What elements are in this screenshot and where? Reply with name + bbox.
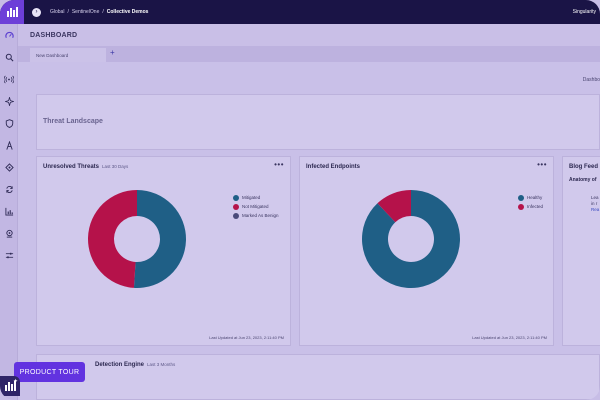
blog-feed-card: Blog Feed Anatomy of Lea in r Rea <box>562 156 600 346</box>
dashboard-tabs: New Dashboard + <box>18 46 600 62</box>
infected-endpoints-donut-chart <box>362 190 460 288</box>
unresolved-threats-menu-icon[interactable]: ••• <box>274 160 284 169</box>
logo-bars-icon <box>6 7 18 17</box>
page-title: DASHBOARD <box>30 32 78 39</box>
main-area: DASHBOARD New Dashboard + Dashbo Threat … <box>18 24 600 400</box>
scope-selector-icon[interactable]: › <box>32 7 41 17</box>
device-icon[interactable] <box>4 228 14 238</box>
infected-endpoints-menu-icon[interactable]: ••• <box>537 160 547 169</box>
detection-engine-card: Detection Engine Last 3 Months <box>36 354 600 400</box>
reports-chart-icon[interactable] <box>4 206 14 216</box>
assistant-logo-button[interactable] <box>0 376 20 396</box>
threat-landscape-title: Threat Landscape <box>43 118 103 125</box>
breadcrumb-global[interactable]: Global <box>50 9 65 15</box>
sentinelone-logo[interactable] <box>0 0 24 24</box>
legend-swatch <box>518 203 524 210</box>
account-menu[interactable]: Singularity <box>572 9 596 15</box>
infected-endpoints-updated: Last Updated at Jun 23, 2023, 2:11:40 PM <box>472 335 547 340</box>
donut-slice-healthy[interactable] <box>362 190 460 288</box>
breadcrumb-collective-demos[interactable]: Collective Demos <box>106 9 149 15</box>
detection-engine-title: Detection Engine Last 3 Months <box>95 362 176 368</box>
blog-feed-title: Blog Feed <box>569 164 599 170</box>
add-tab-button[interactable]: + <box>110 48 115 57</box>
donut-slice-infected[interactable] <box>377 190 411 223</box>
legend-swatch <box>233 194 239 201</box>
dashboard-gauge-icon[interactable] <box>4 30 14 40</box>
legend-item-mitigated[interactable]: Mitigated <box>233 193 279 202</box>
unresolved-threats-updated: Last Updated at Jun 23, 2023, 2:11:40 PM <box>209 335 284 340</box>
logo-bars-icon <box>4 381 16 391</box>
radar-signal-icon[interactable] <box>4 74 14 84</box>
legend-swatch <box>233 212 239 219</box>
settings-sliders-icon[interactable] <box>4 250 14 260</box>
infected-endpoints-legend: Healthy Infected <box>518 193 543 211</box>
network-icon[interactable] <box>4 162 14 172</box>
sparkle-icon: ✦ <box>13 379 19 385</box>
tab-new-dashboard[interactable]: New Dashboard <box>30 48 106 62</box>
legend-item-marked-as-benign[interactable]: Marked As Benign <box>233 211 279 220</box>
legend-item-healthy[interactable]: Healthy <box>518 193 543 202</box>
sparkle-ai-icon[interactable] <box>4 96 14 106</box>
threat-landscape-card: Threat Landscape <box>36 94 600 150</box>
breadcrumb-sentinelone[interactable]: SentinelOne <box>71 9 100 15</box>
dashboard-label: Dashbo <box>582 77 600 83</box>
infected-endpoints-card: Infected Endpoints ••• Healthy Infected … <box>299 156 554 346</box>
detection-engine-period: Last 3 Months <box>147 362 176 367</box>
unresolved-threats-donut-chart <box>87 190 186 288</box>
donut-slice-mitigated[interactable] <box>133 190 186 288</box>
shield-icon[interactable] <box>4 118 14 128</box>
legend-item-infected[interactable]: Infected <box>518 202 543 211</box>
blog-article-title[interactable]: Anatomy of <box>569 177 597 183</box>
product-tour-button[interactable]: PRODUCT TOUR <box>14 362 85 382</box>
blog-article-excerpt-2: in r <box>591 201 598 206</box>
user-icon[interactable] <box>4 140 14 150</box>
infected-endpoints-title: Infected Endpoints <box>306 164 360 170</box>
sidebar <box>0 24 18 400</box>
legend-item-not-mitigated[interactable]: Not Mitigated <box>233 202 279 211</box>
dashboard-content: Dashbo Threat Landscape Unresolved Threa… <box>18 62 600 400</box>
breadcrumb: Global / SentinelOne / Collective Demos <box>50 9 149 15</box>
legend-swatch <box>518 194 524 201</box>
legend-swatch <box>233 203 239 210</box>
top-bar: › Global / SentinelOne / Collective Demo… <box>0 0 600 24</box>
donut-slice-not-mitigated[interactable] <box>87 190 137 288</box>
blog-article-excerpt-1: Lea <box>591 195 599 200</box>
unresolved-threats-card: Unresolved Threats Last 30 Days ••• Mitig… <box>36 156 291 346</box>
unresolved-threats-title: Unresolved Threats Last 30 Days <box>43 164 129 170</box>
unresolved-threats-period: Last 30 Days <box>102 164 129 169</box>
search-icon[interactable] <box>4 52 14 62</box>
blog-read-more-link[interactable]: Rea <box>591 207 600 212</box>
sync-icon[interactable] <box>4 184 14 194</box>
unresolved-threats-legend: Mitigated Not Mitigated Marked As Benign <box>233 193 279 220</box>
